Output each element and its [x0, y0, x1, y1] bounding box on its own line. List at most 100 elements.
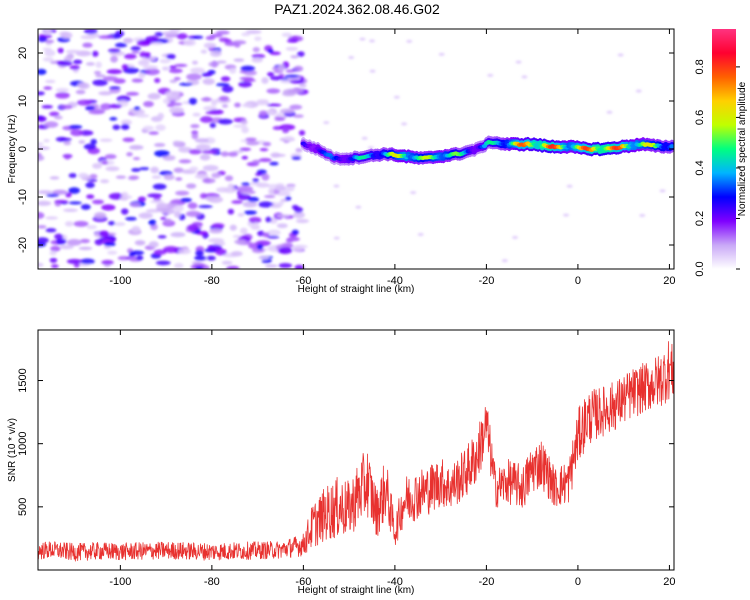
spectrogram-faint-cell [361, 136, 368, 140]
spectrogram-faint-cell [606, 110, 613, 114]
spectrogram-noise-cell [258, 110, 268, 117]
spectrogram-noise-cell [274, 117, 286, 121]
spectrogram-noise-cell [137, 196, 146, 202]
spectrogram-noise-cell [45, 228, 57, 233]
spectrogram-noise-cell [192, 261, 202, 265]
spectrogram-noise-cell [234, 102, 241, 108]
spectrogram-noise-cell [180, 197, 192, 203]
spectrogram-noise-cell [139, 51, 147, 58]
spectrogram-noise-cell [241, 103, 253, 108]
spectrogram-faint-cell [635, 89, 642, 93]
snr-line-path [38, 341, 674, 562]
spectrogram-noise-cell [266, 103, 282, 107]
spectrogram-noise-cell [269, 161, 279, 166]
snr-x-tick-label: -100 [109, 576, 131, 588]
spectrogram-noise-cell [43, 138, 50, 143]
spectrogram-x-tick-label: 20 [663, 275, 675, 287]
spectrogram-noise-cell [65, 192, 72, 198]
spectrogram-noise-cell [155, 124, 166, 131]
spectrogram-faint-cell [369, 39, 376, 43]
spectrogram-noise-cell [49, 257, 58, 263]
spectrogram-noise-cell [285, 196, 292, 201]
spectrogram-noise-cell [90, 138, 97, 145]
spectrogram-noise-cell [267, 235, 280, 239]
spectrogram-noise-cell [192, 35, 204, 40]
spectrogram-noise-cell [59, 244, 74, 250]
spectrogram-noise-cell [209, 122, 216, 128]
spectrogram-noise-cell [183, 39, 196, 47]
spectrogram-noise-cell [268, 188, 275, 195]
spectrogram-noise-cell [143, 100, 154, 108]
spectrogram-noise-cell [101, 161, 109, 165]
spectrogram-noise-cell [54, 199, 69, 204]
snr-x-tick-label: -60 [295, 576, 311, 588]
spectrogram-noise-cell [267, 229, 281, 236]
spectrogram-noise-cell [270, 204, 282, 209]
spectrogram-noise-cell [283, 136, 295, 141]
spectrogram-noise-cell [201, 149, 218, 154]
spectrogram-noise-cell [175, 177, 183, 181]
spectrogram-noise-cell [270, 153, 286, 157]
spectrogram-noise-cell [150, 166, 159, 174]
spectrogram-noise-cell [92, 79, 108, 86]
spectrogram-noise-cell [285, 69, 295, 73]
spectrogram-noise-cell [94, 211, 107, 219]
spectrogram-noise-cell [66, 238, 82, 246]
spectrogram-noise-cell [70, 129, 84, 137]
spectrogram-noise-cell [68, 173, 77, 178]
spectrogram-noise-cell [99, 179, 110, 184]
spectrogram-noise-cell [233, 124, 248, 128]
spectrogram-noise-cell [227, 183, 234, 190]
spectrogram-noise-cell [160, 216, 167, 221]
spectrogram-noise-cell [211, 172, 221, 179]
spectrogram-noise-cell [257, 230, 265, 237]
spectrogram-noise-cell [144, 68, 160, 76]
spectrogram-noise-cell [207, 244, 223, 251]
spectrogram-noise-cell [129, 250, 145, 256]
spectrogram-noise-cell [76, 99, 92, 106]
spectrogram-noise-cell [239, 227, 248, 235]
spectrogram-noise-cell [83, 143, 97, 150]
spectrogram-noise-cell [237, 185, 254, 192]
spectrogram-noise-cell [234, 239, 247, 245]
spectrogram-y-tick-label: 10 [17, 95, 29, 107]
spectrogram-y-tick-label: -10 [17, 189, 29, 205]
spectrogram-noise-cell [175, 190, 190, 196]
spectrogram-noise-cell [210, 33, 223, 38]
spectrogram-noise-cell [169, 65, 177, 69]
spectrogram-noise-cell [276, 223, 288, 229]
spectrogram-noise-cell [125, 216, 137, 221]
spectrogram-noise-cell [227, 151, 239, 157]
spectrogram-faint-cell [438, 52, 445, 56]
spectrogram-signal-ridge [300, 135, 674, 166]
spectrogram-noise-cell [252, 159, 261, 164]
spectrogram-noise-cell [178, 159, 192, 164]
spectrogram-noise-cell [142, 125, 154, 131]
spectrogram-noise-cell [170, 232, 186, 238]
spectrogram-noise-cell [209, 228, 223, 234]
spectrogram-noise-cell [120, 123, 130, 130]
spectrogram-noise-cell [107, 250, 118, 255]
spectrogram-noise-cell [131, 225, 141, 233]
spectrogram-noise-cell [195, 144, 211, 151]
spectrogram-noise-cell [138, 72, 146, 79]
spectrogram-faint-cell [566, 184, 573, 188]
spectrogram-noise-region [38, 29, 666, 269]
spectrogram-noise-cell [194, 255, 207, 261]
spectrogram-faint-cell [659, 189, 666, 193]
spectrogram-noise-cell [55, 88, 70, 93]
spectrogram-noise-cell [205, 110, 219, 115]
spectrogram-noise-cell [202, 178, 216, 184]
spectrogram-noise-cell [45, 79, 56, 84]
spectrogram-noise-cell [276, 191, 291, 196]
spectrogram-y-axis-title: Frequency (Hz) [7, 115, 18, 184]
spectrogram-noise-cell [251, 57, 263, 63]
spectrogram-noise-cell [49, 176, 60, 180]
spectrogram-noise-cell [186, 73, 202, 81]
spectrogram-noise-cell [194, 173, 209, 180]
spectrogram-noise-cell [289, 80, 304, 84]
spectrogram-noise-cell [92, 162, 103, 169]
spectrogram-noise-cell [199, 192, 208, 199]
spectrogram-noise-cell [66, 258, 83, 265]
